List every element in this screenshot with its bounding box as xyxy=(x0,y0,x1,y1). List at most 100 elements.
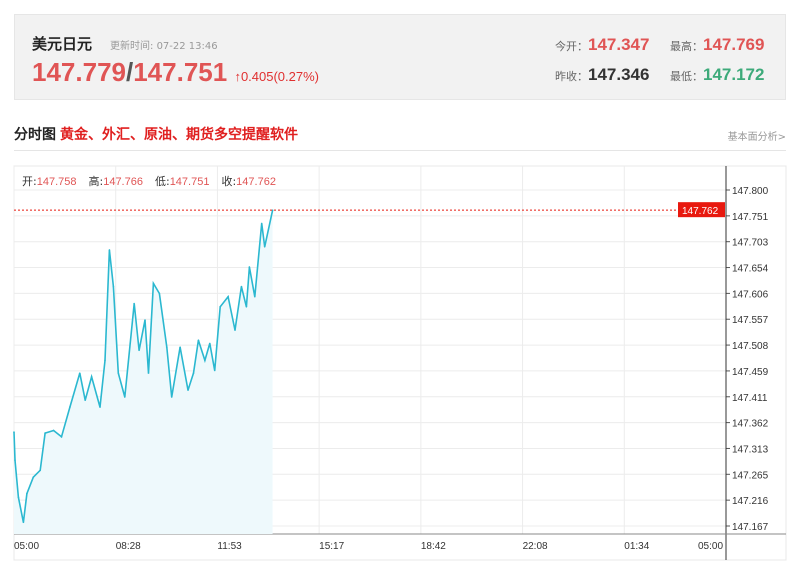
bid-price: 147.751 xyxy=(133,57,228,87)
ohlc-l: 147.751 xyxy=(169,176,210,188)
x-tick-label: 05:00 xyxy=(14,541,39,552)
price-point xyxy=(263,245,266,248)
y-tick-label: 147.800 xyxy=(732,186,769,197)
y-tick-label: 147.265 xyxy=(732,470,769,481)
promo-link[interactable]: 黄金、外汇、原油、期货多空提醒软件 xyxy=(60,127,298,143)
price-point xyxy=(245,305,248,308)
y-tick-label: 147.313 xyxy=(732,444,769,455)
low-value: 147.172 xyxy=(703,65,765,84)
price-point xyxy=(44,432,46,434)
price-point xyxy=(197,339,200,342)
quote-panel: 美元日元 更新时间: 07-22 13:46 147.779/147.751 ↑… xyxy=(14,14,786,100)
price-point xyxy=(165,346,168,348)
price-point xyxy=(90,376,93,378)
ohlc-high: 高:147.766 xyxy=(88,173,142,189)
price-point xyxy=(204,359,206,362)
ohlc-low: 低:147.751 xyxy=(155,173,209,189)
ohlc-h-label: 高: xyxy=(88,175,104,188)
x-tick-label: 18:42 xyxy=(421,541,446,552)
x-tick-label: 11:53 xyxy=(217,541,242,552)
price-point xyxy=(104,359,106,362)
ohlc-h: 147.766 xyxy=(103,176,143,188)
ohlc-close: 收:147.762 xyxy=(221,173,275,189)
fundamental-analysis-link[interactable]: 基本面分析> xyxy=(727,132,786,143)
update-label: 更新时间: xyxy=(110,41,154,52)
price-point xyxy=(123,396,126,398)
open-value: 147.347 xyxy=(588,35,650,54)
x-tick-label: 05:00 xyxy=(698,541,723,552)
divider xyxy=(14,150,786,151)
y-tick-label: 147.703 xyxy=(732,238,769,249)
price-point xyxy=(213,369,216,372)
ohlc-c-label: 收: xyxy=(221,175,237,188)
y-tick-label: 147.557 xyxy=(732,315,769,326)
price-line xyxy=(13,210,274,523)
prev-label: 昨收： xyxy=(555,70,588,83)
price-point xyxy=(99,406,101,408)
price-point xyxy=(227,295,229,298)
price-point xyxy=(108,249,111,251)
y-tick-label: 147.606 xyxy=(732,289,769,300)
x-tick-label: 01:34 xyxy=(624,541,649,552)
price-separator: / xyxy=(125,57,134,87)
price-point xyxy=(39,469,42,472)
high-value: 147.769 xyxy=(703,35,765,54)
price-point xyxy=(260,222,263,225)
price-point xyxy=(78,372,81,374)
x-tick-label: 08:28 xyxy=(116,541,141,552)
section-title-text: 分时图 xyxy=(14,127,56,143)
open-label: 今开： xyxy=(555,40,588,53)
update-value: 07-22 13:46 xyxy=(156,41,218,52)
instrument-name: 美元日元 xyxy=(32,35,93,53)
price-point xyxy=(240,285,243,288)
price-point xyxy=(133,302,135,305)
price-point xyxy=(112,285,115,288)
ask-price: 147.779 xyxy=(32,57,126,87)
x-tick-label: 15:17 xyxy=(319,541,344,552)
price-point xyxy=(170,396,173,398)
ohlc-c: 147.762 xyxy=(236,176,276,188)
y-tick-label: 147.459 xyxy=(732,367,769,378)
price-change: 0.405(0.27%) xyxy=(240,69,319,84)
price-point xyxy=(271,209,274,211)
y-tick-label: 147.362 xyxy=(732,419,769,430)
price-area xyxy=(14,210,273,534)
low-stat: 最低：147.172 xyxy=(670,65,764,85)
high-stat: 最高：147.769 xyxy=(670,35,764,55)
low-label: 最低： xyxy=(670,70,703,83)
price-point xyxy=(69,406,71,408)
price-point xyxy=(32,476,35,478)
y-tick-label: 147.216 xyxy=(732,496,769,507)
open-stat: 今开：147.347 xyxy=(555,35,649,55)
price-point xyxy=(158,292,161,295)
price-point xyxy=(187,389,189,391)
price-line: 147.779/147.751 ↑0.405(0.27%) xyxy=(32,57,319,88)
ohlc-strip: 开:147.758 高:147.766 低:147.751 收:147.762 xyxy=(22,173,276,189)
y-tick-label: 147.508 xyxy=(732,341,769,352)
price-point xyxy=(152,282,155,285)
price-point xyxy=(248,266,251,268)
y-tick-label: 147.654 xyxy=(732,264,769,275)
price-point xyxy=(60,436,63,438)
prev-value: 147.346 xyxy=(588,65,650,84)
price-point xyxy=(144,319,146,321)
price-point xyxy=(192,372,195,374)
ohlc-o-label: 开: xyxy=(22,175,37,188)
price-point xyxy=(17,496,20,499)
price-point xyxy=(117,372,120,374)
price-point xyxy=(129,342,131,345)
x-tick-label: 22:08 xyxy=(523,541,548,552)
price-point xyxy=(13,431,15,433)
price-point xyxy=(84,399,86,401)
price-point xyxy=(138,349,140,352)
price-point xyxy=(219,305,221,308)
section-title: 分时图 黄金、外汇、原油、期货多空提醒软件 xyxy=(14,124,298,144)
current-price-label: 147.762 xyxy=(682,206,719,217)
price-point xyxy=(179,346,181,348)
price-point xyxy=(52,429,55,432)
y-tick-label: 147.167 xyxy=(732,522,769,533)
price-point xyxy=(26,492,28,495)
up-arrow-icon: ↑ xyxy=(234,69,241,84)
price-point xyxy=(22,521,25,524)
